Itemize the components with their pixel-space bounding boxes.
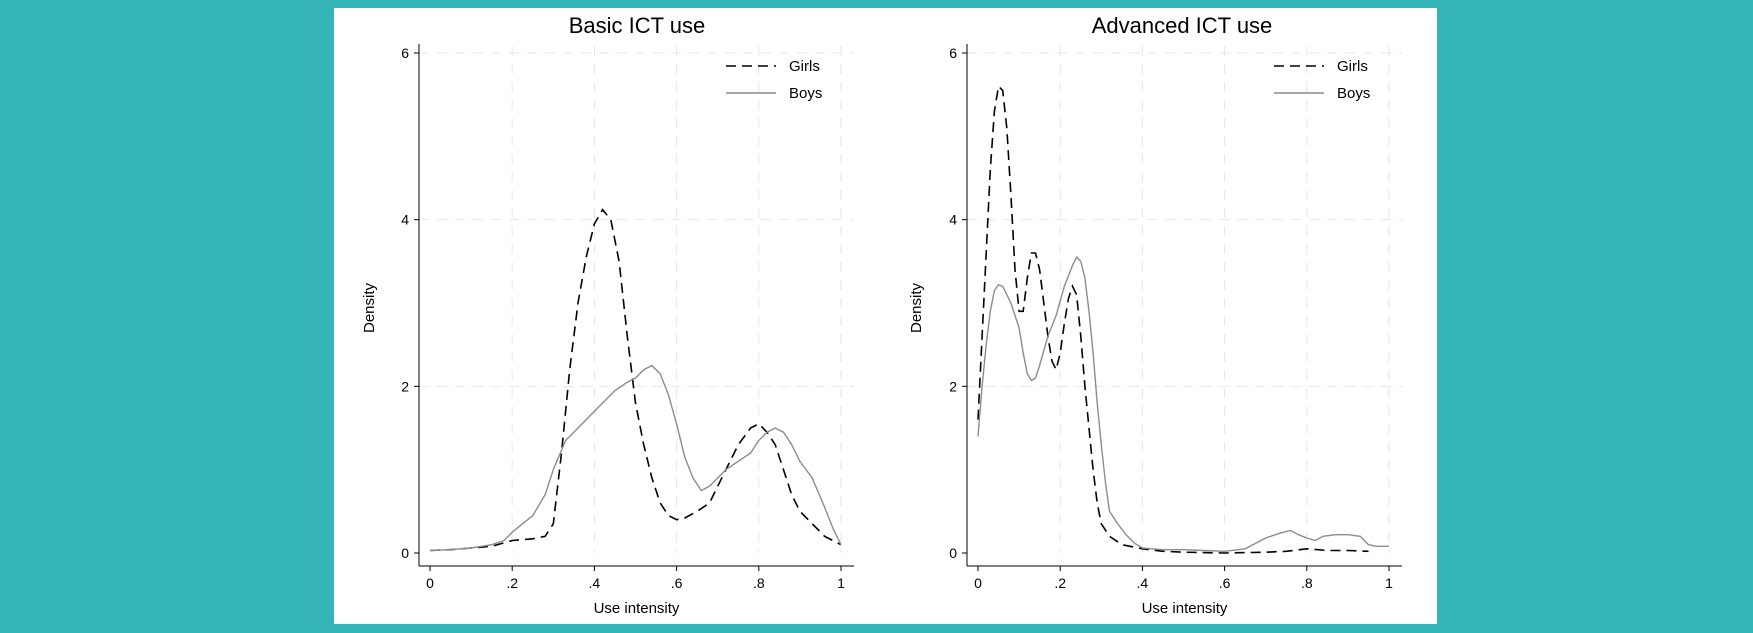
x-tick-label: .2 bbox=[506, 575, 518, 591]
x-tick-label: .4 bbox=[1137, 575, 1149, 591]
legend-label-boys: Boys bbox=[1337, 85, 1370, 102]
series-line-girls bbox=[429, 208, 842, 552]
x-tick-label: .8 bbox=[753, 575, 765, 591]
x-tick-label: .2 bbox=[1054, 575, 1066, 591]
y-tick-label: 6 bbox=[949, 45, 957, 61]
chart-canvas: 0 2 4 6 0 .2 .4 .6 .8 1 Basic ICT use Use intensity… bbox=[361, 13, 1402, 617]
x-axis-label: Use intensity bbox=[594, 600, 680, 617]
figure: 0 2 4 6 0 .2 .4 .6 .8 1 Basic ICT use Use intensity… bbox=[334, 8, 1437, 624]
legend-label-boys: Boys bbox=[789, 85, 822, 102]
panel-2: 0 2 4 6 0 .2 .4 .6 .8 1 Advanced ICT use Use intens… bbox=[908, 13, 1402, 617]
x-tick-label: 1 bbox=[837, 575, 845, 591]
series-line-boys bbox=[977, 256, 1389, 553]
y-axis-label: Density bbox=[908, 282, 925, 333]
y-tick-label: 0 bbox=[401, 545, 409, 561]
series-line-boys bbox=[429, 364, 842, 552]
x-tick-label: 1 bbox=[1385, 575, 1393, 591]
legend-label-girls: Girls bbox=[1337, 58, 1368, 75]
x-tick-label: 0 bbox=[426, 575, 434, 591]
legend-label-girls: Girls bbox=[789, 58, 820, 75]
panel-1: 0 2 4 6 0 .2 .4 .6 .8 1 Basic ICT use Use intensity… bbox=[361, 13, 854, 617]
y-tick-label: 4 bbox=[401, 212, 409, 228]
chart-title: Advanced ICT use bbox=[1092, 13, 1273, 38]
series-line-girls bbox=[977, 84, 1369, 554]
x-tick-label: .6 bbox=[1219, 575, 1231, 591]
y-tick-label: 2 bbox=[401, 378, 409, 394]
x-tick-label: .4 bbox=[589, 575, 601, 591]
y-axis-label: Density bbox=[361, 282, 378, 333]
x-tick-label: .6 bbox=[671, 575, 683, 591]
y-tick-label: 6 bbox=[401, 45, 409, 61]
y-tick-label: 2 bbox=[949, 378, 957, 394]
x-tick-label: .8 bbox=[1301, 575, 1313, 591]
chart-title: Basic ICT use bbox=[569, 13, 706, 38]
x-tick-label: 0 bbox=[974, 575, 982, 591]
x-axis-label: Use intensity bbox=[1142, 600, 1228, 617]
y-tick-label: 0 bbox=[949, 545, 957, 561]
y-tick-label: 4 bbox=[949, 212, 957, 228]
